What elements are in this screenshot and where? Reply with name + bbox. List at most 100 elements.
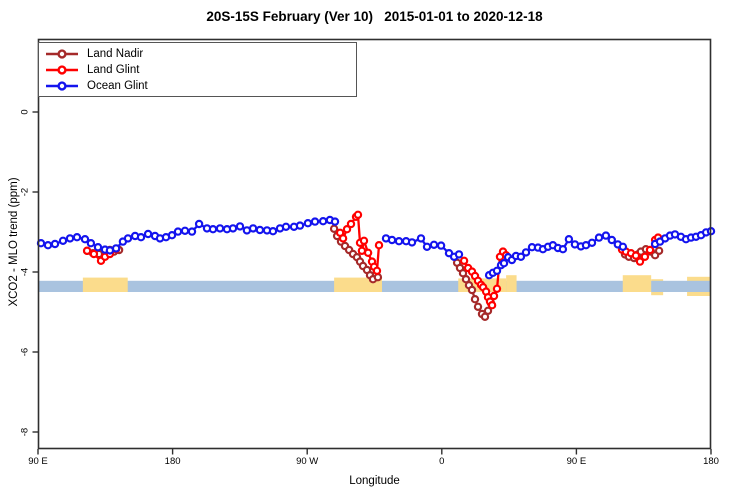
data-point-land-glint: [489, 291, 499, 301]
data-point-ocean-glint: [58, 236, 68, 245]
data-point-ocean-glint: [43, 240, 53, 250]
data-point-ocean-glint: [111, 244, 121, 253]
x-tick-label: 90 W: [296, 456, 319, 467]
data-point-land-glint: [492, 284, 502, 293]
data-point-ocean-glint: [65, 234, 75, 243]
data-point-land-nadir: [473, 302, 483, 311]
data-point-land-nadir: [483, 306, 493, 315]
plot-box: [37, 38, 712, 450]
data-point-land-glint: [363, 248, 373, 257]
land-band-segment: [622, 275, 652, 292]
data-point-ocean-glint: [194, 219, 204, 229]
data-point-ocean-glint: [123, 234, 133, 243]
data-point-ocean-glint: [429, 240, 439, 249]
data-point-ocean-glint: [564, 234, 574, 244]
data-point-ocean-glint: [255, 225, 265, 235]
data-point-ocean-glint: [618, 242, 628, 251]
data-point-ocean-glint: [86, 238, 96, 248]
y-tick-label: -6: [19, 347, 31, 357]
data-point-ocean-glint: [454, 250, 464, 259]
legend-box: Land Nadir Land Glint Ocean Glint: [38, 42, 357, 97]
legend-marker-icon: [46, 80, 78, 91]
data-point-ocean-glint: [516, 252, 526, 261]
data-point-ocean-glint: [228, 224, 238, 233]
data-point-ocean-glint: [387, 235, 397, 245]
data-point-ocean-glint: [208, 224, 218, 234]
data-point-land-glint: [645, 245, 655, 255]
data-point-land-glint: [359, 236, 369, 245]
x-axis-label: Longitude: [349, 475, 400, 487]
x-tick-label: 90 E: [566, 456, 587, 467]
data-point-ocean-glint: [422, 242, 432, 251]
data-point-ocean-glint: [215, 224, 225, 233]
legend-item: Land Glint: [45, 62, 356, 78]
legend-item: Land Nadir: [45, 46, 356, 62]
x-tick-label: 180: [164, 456, 181, 467]
data-point-land-glint: [346, 219, 356, 229]
data-point-land-glint: [487, 301, 497, 310]
legend-marker-icon: [46, 64, 78, 75]
data-point-ocean-glint: [416, 234, 426, 243]
data-point-land-glint: [374, 240, 384, 250]
data-point-ocean-glint: [607, 235, 617, 245]
chart-title: 20S-15S February (Ver 10) 2015-01-01 to …: [206, 9, 543, 24]
data-point-ocean-glint: [594, 233, 604, 242]
data-point-ocean-glint: [330, 217, 340, 226]
data-point-land-glint: [82, 246, 92, 255]
y-axis-label: XCO2 - MLO trend (ppm): [8, 177, 20, 307]
data-point-ocean-glint: [521, 248, 531, 257]
data-point-ocean-glint: [235, 222, 245, 231]
data-point-ocean-glint: [80, 234, 90, 244]
data-point-land-nadir: [373, 272, 383, 282]
data-point-ocean-glint: [492, 266, 502, 275]
data-point-ocean-glint: [303, 218, 313, 228]
y-tick-label: -8: [19, 427, 31, 437]
data-point-ocean-glint: [407, 238, 417, 247]
data-point-ocean-glint: [180, 226, 190, 235]
legend-marker-icon: [46, 48, 78, 59]
y-tick-label: 0: [19, 109, 31, 115]
data-point-ocean-glint: [558, 244, 568, 254]
data-point-land-nadir: [654, 246, 664, 255]
data-point-ocean-glint: [136, 232, 146, 242]
y-tick-label: -4: [19, 267, 31, 277]
data-point-land-glint: [459, 256, 469, 265]
data-point-ocean-glint: [173, 227, 183, 236]
data-point-land-glint: [635, 257, 645, 266]
data-point-ocean-glint: [318, 216, 328, 226]
data-point-ocean-glint: [281, 222, 291, 231]
data-point-ocean-glint: [248, 224, 258, 233]
data-point-land-glint: [353, 210, 363, 219]
legend-item: Ocean Glint: [45, 78, 356, 94]
data-point-ocean-glint: [310, 217, 320, 226]
data-point-land-glint: [372, 266, 382, 275]
x-tick-label: 180: [703, 456, 719, 467]
land-band-segment: [82, 277, 128, 292]
data-point-land-glint: [631, 251, 641, 260]
data-point-ocean-glint: [499, 258, 509, 268]
data-point-ocean-glint: [601, 231, 611, 240]
data-point-ocean-glint: [93, 242, 103, 252]
data-point-ocean-glint: [167, 230, 177, 240]
data-point-land-glint: [338, 234, 348, 243]
data-point-land-glint: [640, 252, 650, 261]
data-point-land-glint: [342, 224, 352, 234]
data-point-land-nadir: [467, 285, 477, 295]
data-point-ocean-glint: [436, 241, 446, 250]
legend-label: Land Glint: [87, 63, 140, 76]
data-point-ocean-glint: [187, 227, 197, 236]
x-tick-label: 0: [439, 456, 445, 467]
y-tick-label: -2: [19, 187, 31, 197]
data-point-ocean-glint: [143, 229, 153, 239]
data-point-ocean-glint: [50, 239, 60, 249]
land-band-segment: [506, 275, 517, 292]
data-point-land-nadir: [329, 224, 339, 233]
data-point-land-glint: [89, 249, 99, 259]
data-point-ocean-glint: [587, 238, 597, 247]
data-point-land-nadir: [470, 295, 480, 304]
data-point-ocean-glint: [268, 226, 278, 236]
legend-label: Land Nadir: [87, 47, 144, 60]
plot-area: [32, 38, 716, 455]
legend-label: Ocean Glint: [87, 79, 148, 92]
